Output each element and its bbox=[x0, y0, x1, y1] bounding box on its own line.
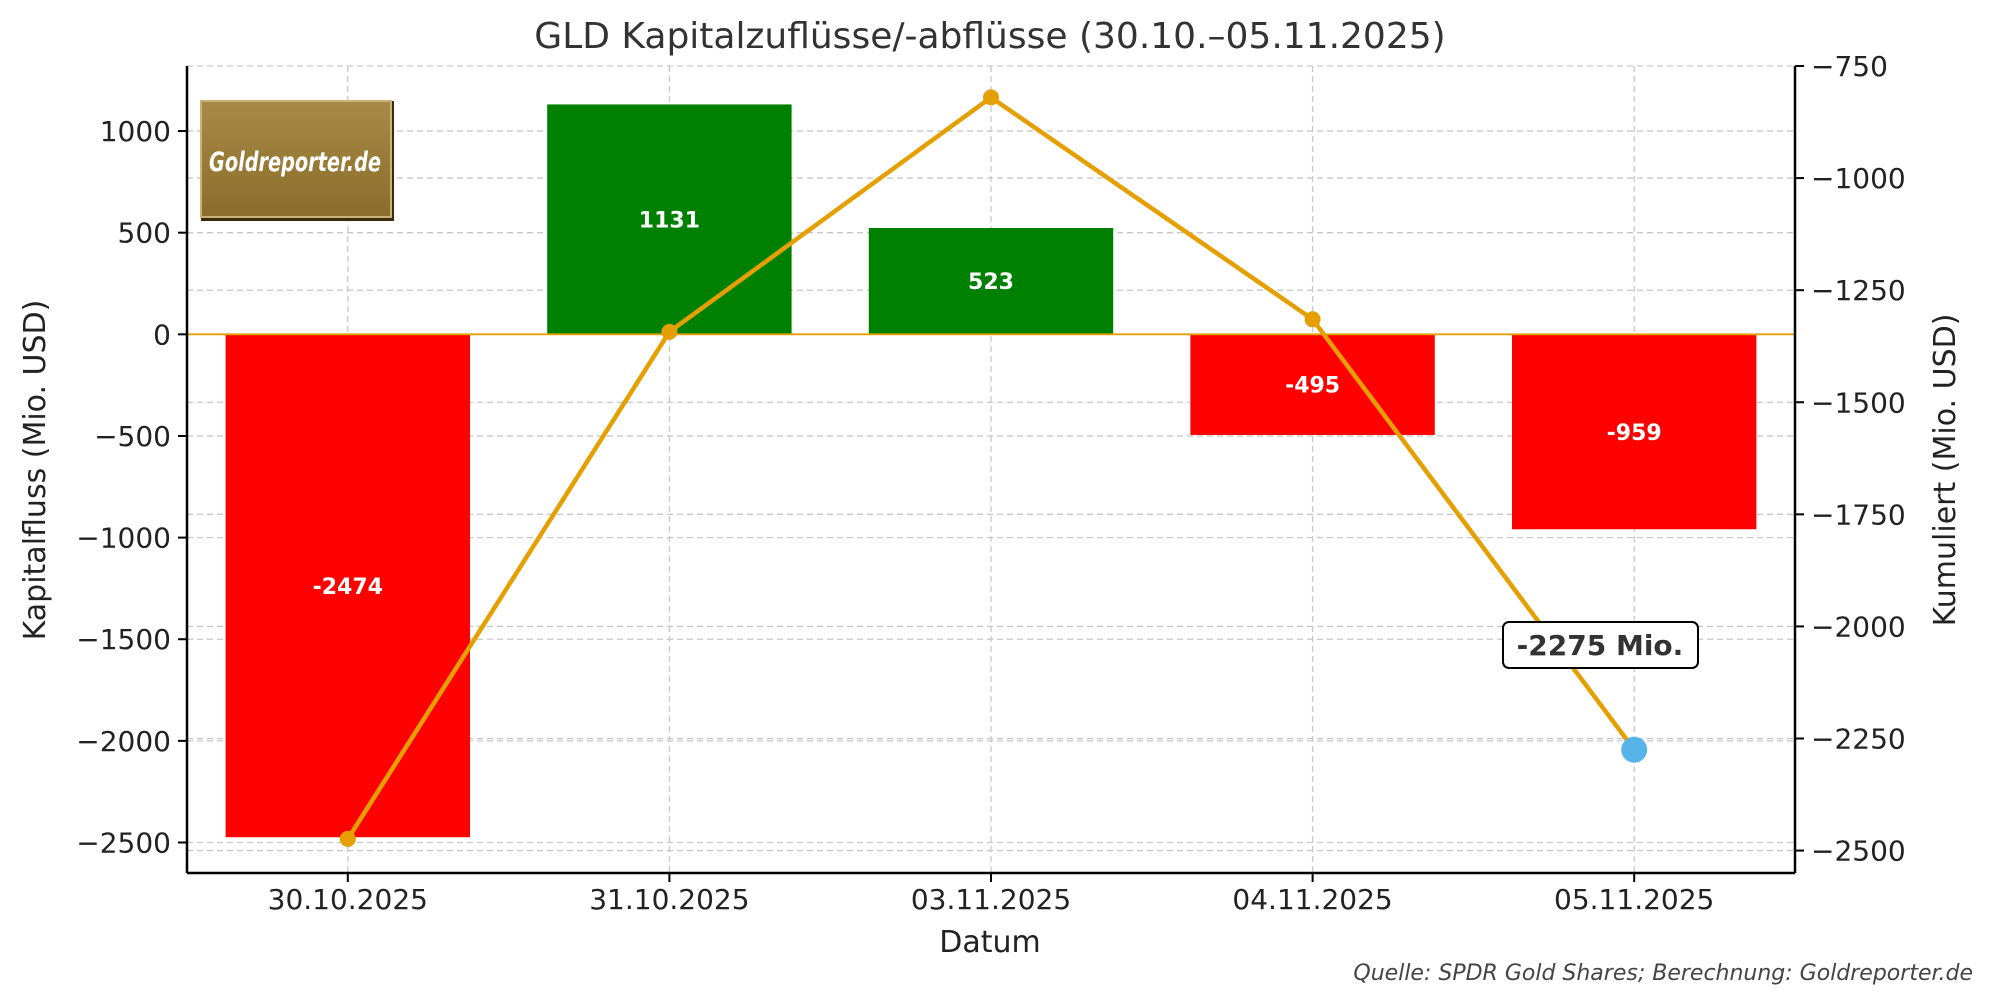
bar-value-label: 1131 bbox=[639, 208, 700, 233]
x-tick-label: 30.10.2025 bbox=[268, 883, 428, 916]
left-ticks: 1000 500 0 −500 −1000 −1500 −2000 −2500 bbox=[76, 115, 187, 860]
left-tick-label: −500 bbox=[94, 420, 171, 453]
left-tick-label: −2500 bbox=[76, 827, 171, 860]
right-tick-label: −1000 bbox=[1811, 162, 1906, 195]
right-tick-label: −1500 bbox=[1811, 386, 1906, 419]
left-tick-label: 500 bbox=[118, 217, 171, 250]
right-tick-label: −750 bbox=[1811, 50, 1888, 83]
x-tick-label: 05.11.2025 bbox=[1554, 883, 1714, 916]
source-note: Quelle: SPDR Gold Shares; Berechnung: Go… bbox=[1353, 961, 1973, 986]
left-tick-label: 0 bbox=[153, 318, 171, 351]
cumulative-point bbox=[661, 323, 678, 340]
right-tick-label: −2250 bbox=[1811, 723, 1906, 756]
x-ticks: 30.10.2025 31.10.2025 03.11.2025 04.11.2025… bbox=[268, 873, 1714, 916]
bar-value-label: -959 bbox=[1607, 421, 1662, 446]
right-ticks: −750 −1000 −1250 −1500 −1750 −2000 −2250 −2500 bbox=[1795, 50, 1906, 868]
cumulative-last-point bbox=[1621, 736, 1648, 763]
cumulative-point bbox=[339, 830, 356, 847]
callout-box bbox=[1502, 621, 1699, 669]
cumulative-point bbox=[983, 89, 999, 106]
bar-value-label: -495 bbox=[1285, 374, 1340, 399]
y-axis-label: Kapitalfluss (Mio. USD) bbox=[18, 300, 53, 641]
x-tick-label: 04.11.2025 bbox=[1232, 883, 1392, 916]
cumulative-line bbox=[339, 89, 1648, 847]
left-tick-label: 1000 bbox=[100, 115, 171, 148]
bar-31.10.2025 bbox=[547, 104, 792, 335]
left-tick-label: −2000 bbox=[76, 725, 171, 758]
bar-value-label: -2474 bbox=[313, 575, 383, 600]
chart-title: GLD Kapitalzuflüsse/-abflüsse (30.10.–05… bbox=[534, 16, 1445, 57]
left-tick-label: −1500 bbox=[76, 623, 171, 656]
right-tick-label: −2500 bbox=[1811, 835, 1906, 868]
x-tick-label: 31.10.2025 bbox=[589, 883, 749, 916]
right-tick-label: −1250 bbox=[1811, 274, 1906, 307]
bar-03.11.2025 bbox=[868, 228, 1114, 335]
x-tick-label: 03.11.2025 bbox=[911, 883, 1071, 916]
logo: Goldreporter.de bbox=[200, 100, 394, 221]
bars bbox=[225, 104, 1757, 838]
bar-05.11.2025 bbox=[1511, 334, 1757, 530]
right-tick-label: −2000 bbox=[1811, 610, 1906, 643]
right-tick-label: −1750 bbox=[1811, 498, 1906, 531]
x-axis-label: Datum bbox=[939, 925, 1040, 960]
bar-value-label: 523 bbox=[968, 270, 1014, 295]
bar-04.11.2025 bbox=[1190, 334, 1435, 435]
callout-text: -2275 Mio. bbox=[1517, 629, 1684, 662]
bar-labels: -2474 1131 523 -495 -959 bbox=[313, 208, 1662, 599]
y2-axis-label: Kumuliert (Mio. USD) bbox=[1928, 314, 1963, 627]
bar-30.10.2025 bbox=[225, 334, 471, 838]
cumulative-point bbox=[1304, 311, 1321, 328]
last-value-callout: -2275 Mio. bbox=[1502, 621, 1699, 669]
left-tick-label: −1000 bbox=[76, 522, 171, 555]
logo-text: Goldreporter.de bbox=[209, 147, 381, 178]
